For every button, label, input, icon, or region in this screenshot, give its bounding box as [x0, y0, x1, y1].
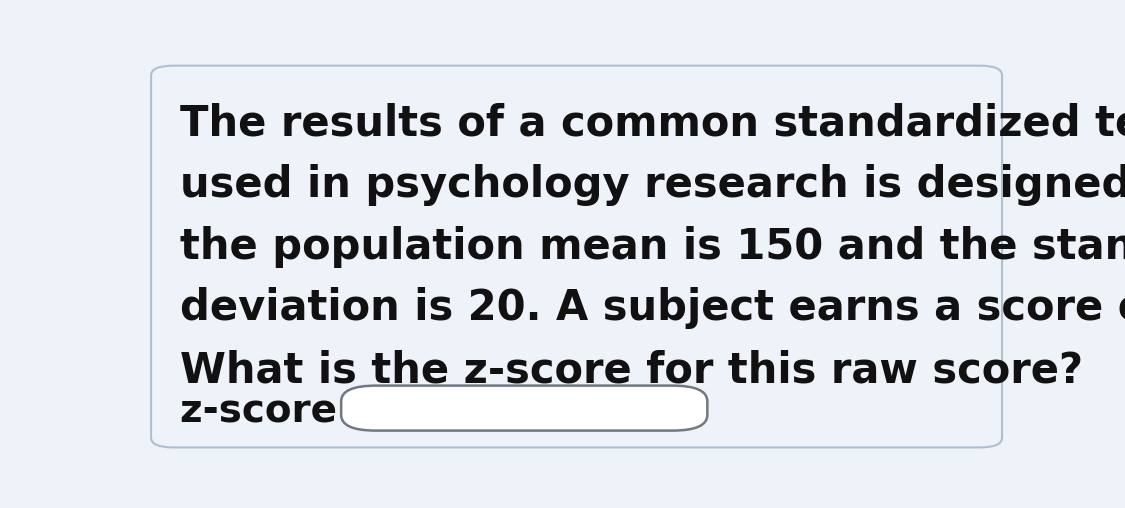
Text: z-score =: z-score =	[180, 392, 396, 430]
Text: What is the z-score for this raw score?: What is the z-score for this raw score?	[180, 349, 1083, 391]
FancyBboxPatch shape	[341, 386, 708, 431]
Text: The results of a common standardized test: The results of a common standardized tes…	[180, 102, 1125, 144]
Text: deviation is 20. A subject earns a score of 146.: deviation is 20. A subject earns a score…	[180, 288, 1125, 330]
FancyBboxPatch shape	[151, 66, 1002, 448]
Text: the population mean is 150 and the standard: the population mean is 150 and the stand…	[180, 226, 1125, 268]
Text: used in psychology research is designed so that: used in psychology research is designed …	[180, 164, 1125, 206]
